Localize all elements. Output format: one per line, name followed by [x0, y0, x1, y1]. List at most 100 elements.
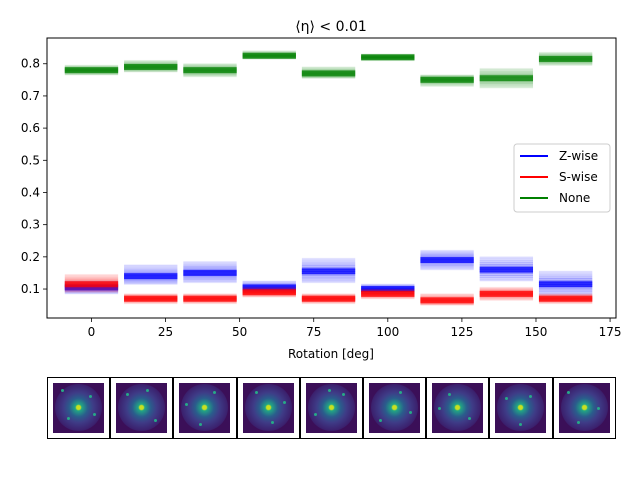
thumbnail-image	[305, 383, 357, 433]
legend: Z-wise S-wise None	[513, 143, 611, 213]
y-tick-label: 0.4	[21, 185, 40, 199]
median-bar	[183, 67, 237, 74]
speck	[67, 417, 70, 420]
speck	[254, 391, 258, 394]
thumbnail-image	[179, 383, 231, 433]
median-bar	[301, 295, 356, 302]
median-bar	[479, 266, 534, 273]
speck	[146, 389, 150, 392]
median-bar	[301, 70, 356, 77]
median-bar	[64, 67, 119, 74]
speck	[126, 393, 130, 396]
detector-disc	[181, 384, 229, 431]
median-bar	[242, 52, 296, 59]
median-bar	[183, 269, 237, 276]
median-bar	[538, 295, 593, 302]
speck	[468, 417, 472, 420]
y-tick-label: 0.3	[21, 218, 40, 232]
thumbnail	[47, 377, 111, 439]
median-bar	[361, 286, 415, 293]
speck	[576, 421, 580, 424]
median-bar	[420, 257, 474, 264]
median-bar	[124, 273, 178, 280]
thumbnail-image	[495, 383, 547, 433]
speck	[505, 397, 509, 400]
speck	[596, 407, 600, 410]
y-axis: 0.1 0.2 0.3 0.4 0.5 0.6 0.7 0.8	[21, 57, 47, 296]
thumbnail	[299, 377, 363, 439]
speck	[566, 391, 570, 394]
thumbnail	[110, 377, 174, 439]
median-bar	[242, 284, 296, 291]
x-tick-label: 125	[450, 325, 473, 339]
y-tick-label: 0.1	[21, 282, 40, 296]
thumbnail-image	[116, 383, 168, 433]
speck	[185, 403, 189, 406]
x-tick-label: 25	[158, 325, 173, 339]
median-bar	[242, 289, 296, 296]
series-none	[64, 50, 593, 89]
thumbnail	[552, 377, 616, 439]
speck	[378, 419, 382, 422]
median-bar	[361, 54, 415, 61]
speck	[327, 389, 331, 392]
speck	[270, 421, 274, 424]
legend-box	[513, 143, 611, 213]
speck	[529, 395, 533, 398]
y-tick-label: 0.5	[21, 153, 40, 167]
median-bar	[538, 55, 593, 62]
thumbnail	[489, 377, 553, 439]
thumbnail	[173, 377, 237, 439]
x-tick-label: 175	[599, 325, 622, 339]
x-tick-label: 50	[232, 325, 247, 339]
speck	[93, 413, 96, 416]
x-tick-label: 0	[88, 325, 96, 339]
chart-title: ⟨η⟩ < 0.01	[295, 19, 367, 35]
detector-disc	[370, 384, 418, 431]
thumbnail-image	[432, 383, 484, 433]
median-bar	[479, 75, 534, 82]
detector-disc	[118, 384, 166, 431]
speck	[199, 423, 203, 426]
detector-disc	[434, 384, 482, 431]
thumbnail-image	[368, 383, 420, 433]
thumbnail-image	[558, 383, 610, 433]
median-bar	[301, 268, 356, 275]
median-bar	[124, 63, 178, 70]
series-s-wise	[64, 273, 593, 306]
x-tick-label: 150	[525, 325, 548, 339]
speck	[519, 423, 523, 426]
x-axis: 0 25 50 75 100 125 150 175	[88, 318, 622, 339]
thumbnail	[236, 377, 300, 439]
thumbnail-image	[242, 383, 294, 433]
speck	[154, 419, 158, 422]
x-tick-label: 100	[376, 325, 399, 339]
speck	[438, 407, 442, 410]
legend-label: Z-wise	[559, 149, 598, 163]
median-bar	[361, 290, 415, 297]
plot-area	[64, 50, 593, 306]
legend-label: None	[559, 191, 590, 205]
x-tick-label: 75	[306, 325, 321, 339]
speck	[398, 391, 402, 394]
y-tick-label: 0.7	[21, 89, 40, 103]
thumbnail-strip	[47, 377, 616, 439]
median-bar	[479, 290, 534, 297]
speck	[61, 389, 64, 392]
y-tick-label: 0.8	[21, 57, 40, 71]
y-tick-label: 0.2	[21, 250, 40, 264]
median-bar	[538, 281, 593, 288]
y-tick-label: 0.6	[21, 121, 40, 135]
median-bar	[420, 297, 474, 304]
median-bar	[124, 295, 178, 302]
speck	[282, 401, 286, 404]
median-bar	[420, 76, 474, 83]
speck	[341, 393, 345, 396]
median-bar	[64, 284, 119, 291]
thumbnail	[362, 377, 427, 439]
detector-disc	[244, 384, 292, 431]
thumbnail	[426, 377, 490, 439]
thumbnail-image	[53, 383, 104, 433]
speck	[448, 393, 452, 396]
